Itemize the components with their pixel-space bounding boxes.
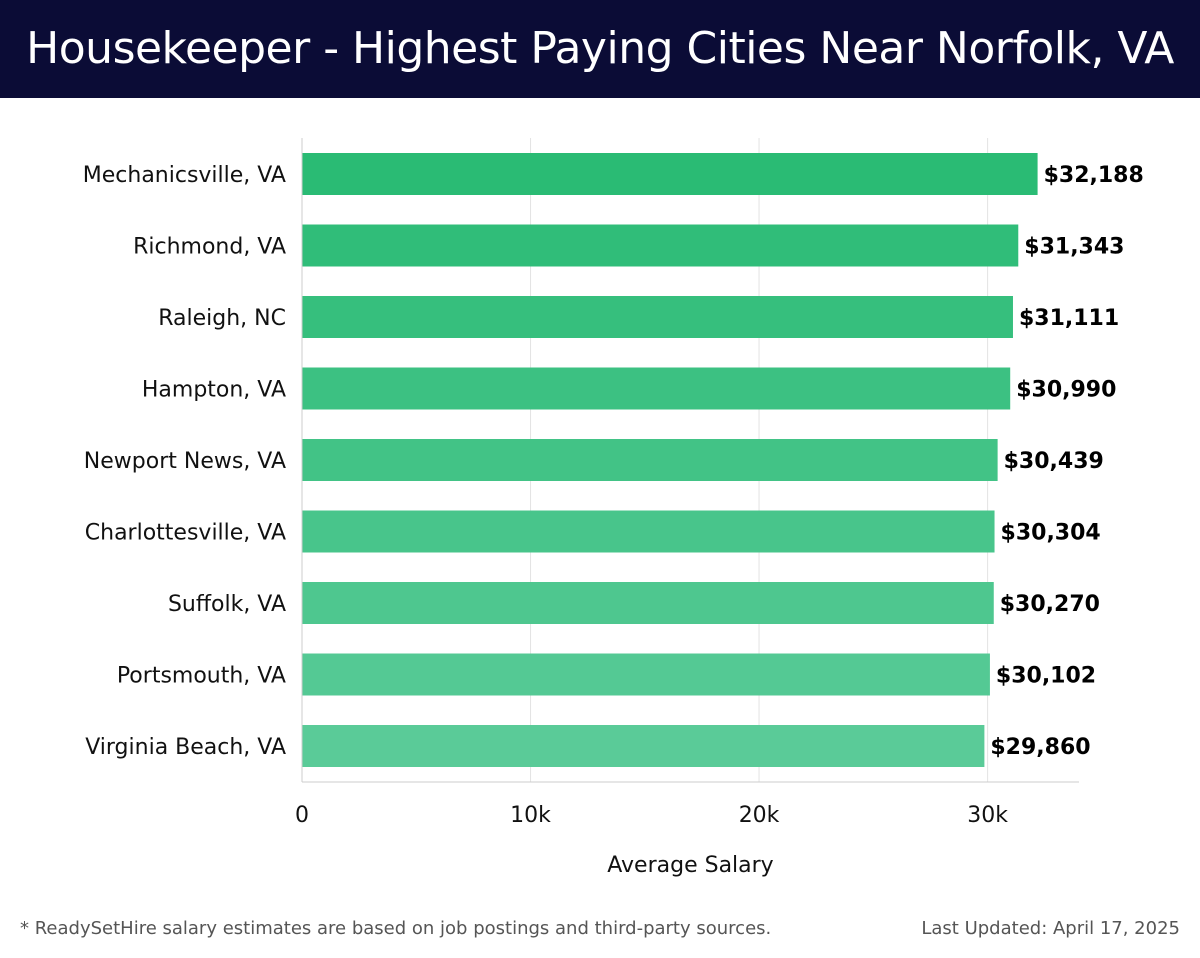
x-tick-label-2: 20k [739, 803, 780, 828]
x-tick-label-0: 0 [295, 803, 309, 828]
category-label-1: Mechanicsville, VA [83, 163, 286, 188]
value-label-4: $30,990 [1016, 378, 1116, 403]
last-updated: Last Updated: April 17, 2025 [921, 918, 1180, 939]
chart-title: Housekeeper - Highest Paying Cities Near… [26, 23, 1174, 74]
bar-chart: 0 10k 20k 30k Average Salary Mechanicsville,… [83, 138, 1144, 878]
value-label-6: $30,304 [1001, 521, 1101, 546]
bar-4 [302, 367, 1011, 410]
value-label-8: $30,102 [996, 664, 1096, 689]
x-tick-label-3: 30k [967, 803, 1008, 828]
value-label-5: $30,439 [1004, 449, 1104, 474]
bar-9 [302, 725, 985, 767]
bar-6 [302, 510, 995, 553]
category-label-5: Newport News, VA [84, 449, 286, 474]
bar-7 [302, 582, 994, 624]
bar-1 [302, 153, 1038, 195]
category-label-6: Charlottesville, VA [85, 521, 286, 546]
footnote: * ReadySetHire salary estimates are base… [20, 918, 772, 939]
bar-2 [302, 224, 1019, 267]
value-label-9: $29,860 [990, 735, 1090, 760]
value-label-3: $31,111 [1019, 306, 1119, 331]
bar-5 [302, 439, 998, 481]
category-label-9: Virginia Beach, VA [85, 735, 286, 760]
bar-8 [302, 653, 990, 696]
x-tick-label-1: 10k [510, 803, 551, 828]
value-label-1: $32,188 [1044, 163, 1144, 188]
value-label-7: $30,270 [1000, 592, 1100, 617]
category-label-8: Portsmouth, VA [117, 664, 286, 689]
bar-3 [302, 296, 1013, 338]
category-label-3: Raleigh, NC [158, 306, 286, 331]
x-axis-title: Average Salary [607, 853, 773, 878]
title-banner [0, 0, 1200, 98]
labels: Mechanicsville, VA $32,188 Richmond, VA $31… [83, 163, 1144, 760]
category-label-4: Hampton, VA [142, 378, 286, 403]
value-label-2: $31,343 [1024, 235, 1124, 260]
axes: 0 10k 20k 30k Average Salary [295, 138, 1079, 878]
category-label-2: Richmond, VA [133, 235, 286, 260]
bars [302, 153, 1038, 767]
category-label-7: Suffolk, VA [168, 592, 286, 617]
